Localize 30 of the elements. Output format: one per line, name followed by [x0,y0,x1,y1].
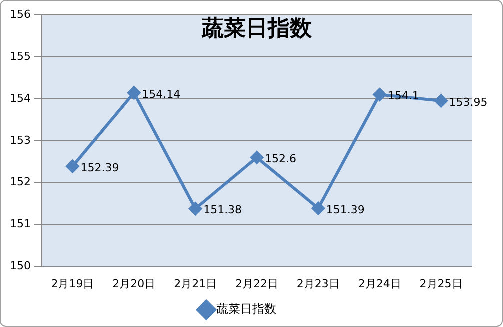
data-label: 154.1 [388,90,420,103]
y-tick-label: 153 [10,134,31,147]
y-tick-label: 150 [10,260,31,273]
x-tick-label: 2月20日 [112,277,156,290]
point [434,94,448,108]
point [128,86,141,100]
x-tick-label: 2月22日 [236,277,278,290]
chart-title: 蔬菜日指数 [201,16,313,41]
y-tick-label: 156 [10,8,31,21]
x-tick-label: 2月23日 [296,277,340,290]
x-tick-label: 2月24日 [358,277,402,290]
data-label: 153.95 [449,96,488,109]
legend-label: 蔬菜日指数 [216,302,276,316]
y-tick-label: 152 [10,176,31,189]
data-label: 154.14 [142,88,181,101]
point [312,202,325,215]
x-tick-label: 2月19日 [51,277,94,290]
x-tick-label: 2月21日 [174,277,218,290]
point [250,151,264,164]
data-label: 151.38 [204,204,242,217]
point [66,160,80,173]
y-tick-label: 154 [10,92,31,105]
y-tick-label: 155 [10,50,31,63]
data-label: 151.39 [326,203,365,216]
y-tick-label: 151 [10,218,31,231]
point [189,202,202,216]
data-label: 152.39 [80,161,120,174]
point [373,88,386,102]
x-tick-label: 2月25日 [420,277,463,290]
data-label: 152.6 [265,152,296,166]
